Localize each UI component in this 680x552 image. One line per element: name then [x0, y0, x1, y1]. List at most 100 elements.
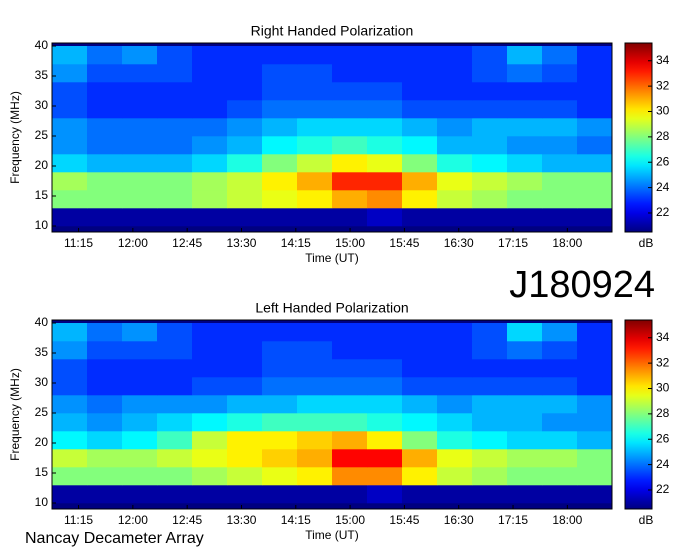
- heatmap-cell: [507, 449, 543, 468]
- heatmap-cell: [577, 413, 613, 432]
- heatmap-cell: [332, 467, 368, 486]
- x-tick-label: 15:00: [335, 513, 365, 527]
- heatmap-cell: [297, 136, 333, 155]
- heatmap-cell: [437, 323, 473, 342]
- heatmap-cell: [507, 359, 543, 378]
- heatmap-cell: [157, 323, 193, 342]
- heatmap-cell: [297, 485, 333, 504]
- heatmap-cell: [297, 413, 333, 432]
- colorbar-tick-label: 26: [656, 431, 670, 445]
- heatmap-cell: [227, 467, 263, 486]
- heatmap-cell: [157, 136, 193, 155]
- colorbar-tick-label: 30: [656, 381, 670, 395]
- heatmap-cell: [577, 431, 613, 450]
- heatmap-cell: [122, 172, 158, 191]
- y-tick-label: 25: [35, 128, 49, 142]
- heatmap-cell: [192, 323, 228, 342]
- heatmap-cell: [52, 208, 88, 227]
- heatmap-cell: [577, 449, 613, 468]
- heatmap-cell: [87, 449, 123, 468]
- heatmap-cell: [297, 323, 333, 342]
- y-tick-label: 40: [35, 38, 49, 52]
- heatmap-cell: [52, 136, 88, 155]
- heatmap-cell: [192, 341, 228, 360]
- x-tick-label: 18:00: [552, 236, 582, 250]
- heatmap-cell: [437, 431, 473, 450]
- heatmap-cell: [122, 154, 158, 173]
- heatmap-cell: [402, 359, 438, 378]
- event-label: J180924: [509, 264, 655, 306]
- heatmap-cell: [402, 172, 438, 191]
- heatmap-cell: [577, 341, 613, 360]
- heatmap-cell: [157, 172, 193, 191]
- heatmap-cell: [472, 467, 508, 486]
- colorbar-tick-label: 24: [656, 457, 670, 471]
- y-tick-label: 35: [35, 68, 49, 82]
- heatmap-cell: [367, 323, 403, 342]
- heatmap-cell: [122, 136, 158, 155]
- heatmap-cell: [507, 172, 543, 191]
- heatmap-cell: [577, 359, 613, 378]
- heatmap-cell: [332, 64, 368, 83]
- heatmap-cell: [542, 359, 578, 378]
- heatmap-cell: [472, 395, 508, 414]
- heatmap-cell: [262, 172, 298, 191]
- heatmap-cell: [507, 82, 543, 101]
- heatmap-cell: [437, 154, 473, 173]
- heatmap-cell: [227, 485, 263, 504]
- heatmap-cell: [87, 136, 123, 155]
- heatmap-cell: [402, 190, 438, 209]
- heatmap-cell: [87, 377, 123, 396]
- heatmap-cell: [437, 359, 473, 378]
- colorbar: [624, 319, 653, 510]
- heatmap-cell: [507, 154, 543, 173]
- y-tick-label: 10: [35, 495, 49, 509]
- heatmap-cell: [227, 449, 263, 468]
- heatmap-cell: [87, 341, 123, 360]
- heatmap-cell: [472, 431, 508, 450]
- heatmap-cell: [192, 467, 228, 486]
- heatmap-cell: [542, 341, 578, 360]
- heatmap-cell: [122, 413, 158, 432]
- heatmap-cell: [192, 449, 228, 468]
- heatmap-cell: [472, 341, 508, 360]
- heatmap-cell: [52, 154, 88, 173]
- heatmap-cell: [192, 172, 228, 191]
- heatmap-cell: [367, 485, 403, 504]
- heatmap-cell: [262, 485, 298, 504]
- heatmap-cell: [297, 395, 333, 414]
- heatmap-cell: [437, 82, 473, 101]
- heatmap-cell: [402, 64, 438, 83]
- heatmap-cell: [297, 154, 333, 173]
- heatmap-cell: [367, 100, 403, 119]
- heatmap-cell: [157, 431, 193, 450]
- y-tick-label: 30: [35, 375, 49, 389]
- heatmap-cell: [437, 449, 473, 468]
- heatmap-cell: [122, 208, 158, 227]
- heatmap-cell: [87, 323, 123, 342]
- heatmap-cell: [402, 208, 438, 227]
- heatmap-cell: [87, 431, 123, 450]
- heatmap-cell: [332, 395, 368, 414]
- heatmap-cell: [87, 172, 123, 191]
- heatmap-cell: [52, 485, 88, 504]
- heatmap-cell: [437, 377, 473, 396]
- heatmap-cell: [227, 341, 263, 360]
- heatmap-cell: [157, 413, 193, 432]
- heatmap-cell: [262, 46, 298, 65]
- heatmap-cell: [332, 449, 368, 468]
- heatmap-cell: [192, 136, 228, 155]
- heatmap-cell: [192, 485, 228, 504]
- heatmap-cell: [227, 323, 263, 342]
- heatmap-cell: [227, 82, 263, 101]
- heatmap-cell: [297, 341, 333, 360]
- heatmap-cell: [52, 323, 88, 342]
- heatmap-cell: [52, 46, 88, 65]
- heatmap-cell: [52, 395, 88, 414]
- heatmap-cell: [262, 413, 298, 432]
- heatmap-cell: [332, 82, 368, 101]
- heatmap-cell: [87, 100, 123, 119]
- heatmap-cell: [367, 467, 403, 486]
- y-tick-label: 30: [35, 98, 49, 112]
- heatmap-cell: [192, 64, 228, 83]
